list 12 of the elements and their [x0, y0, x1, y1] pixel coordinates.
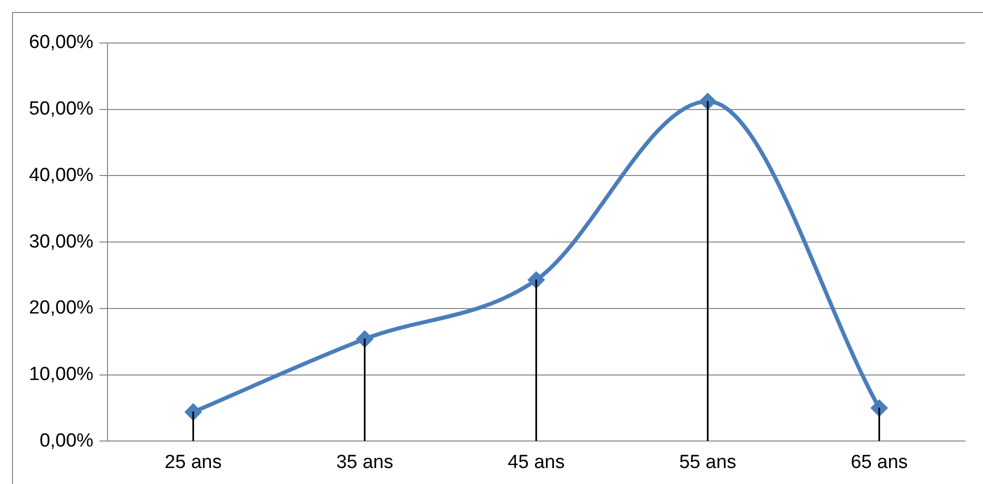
x-tick-label: 25 ans: [164, 452, 222, 473]
y-tick-label: 0,00%: [40, 430, 94, 452]
y-tick-label: 20,00%: [28, 298, 94, 319]
y-tick-label: 50,00%: [28, 98, 94, 120]
y-tick-label: 30,00%: [28, 231, 94, 252]
x-tick-label: 55 ans: [679, 452, 736, 473]
x-tick-label: 65 ans: [850, 452, 908, 473]
y-tick-label: 10,00%: [28, 364, 94, 386]
x-tick-label: 35 ans: [336, 452, 394, 473]
y-tick-label: 40,00%: [28, 164, 94, 186]
y-tick-label: 60,00%: [28, 32, 94, 54]
x-tick-label: 45 ans: [508, 452, 565, 473]
